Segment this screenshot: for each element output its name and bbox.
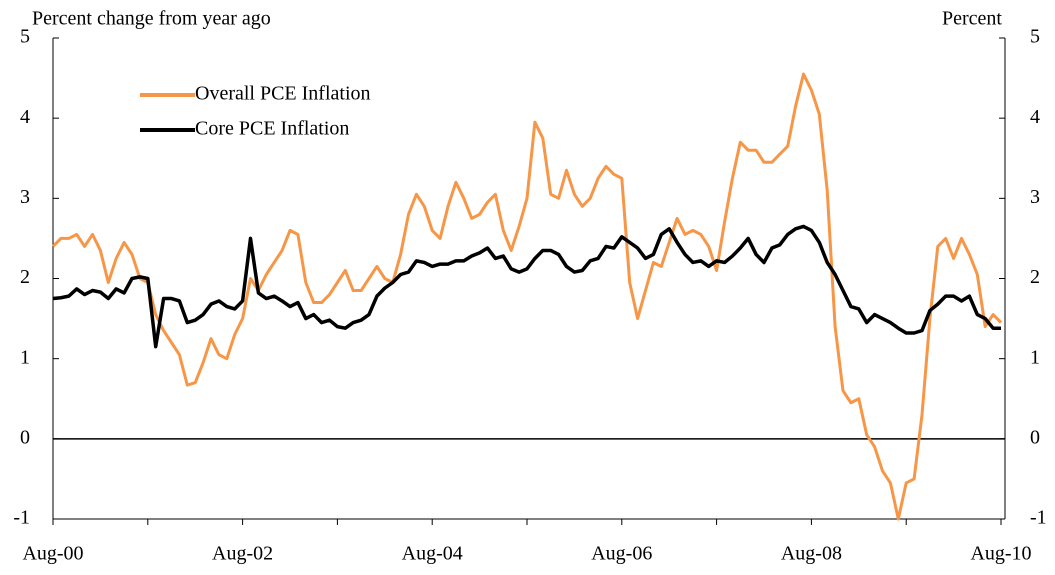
y2-tick-label: -1 bbox=[1030, 507, 1047, 529]
x-tick-label: Aug-10 bbox=[970, 543, 1031, 565]
legend-label: Core PCE Inflation bbox=[195, 118, 349, 140]
y2-tick-label: 1 bbox=[1030, 346, 1040, 368]
series-line bbox=[51, 72, 1003, 521]
y2-tick-label: 0 bbox=[1030, 426, 1040, 448]
x-tick-label: Aug-08 bbox=[781, 543, 842, 565]
y2-tick-label: 5 bbox=[1030, 26, 1040, 48]
y-tick-label: 1 bbox=[20, 346, 30, 368]
y2-axis-title: Percent bbox=[942, 8, 1002, 30]
series-line bbox=[52, 224, 1001, 349]
y-axis-title: Percent change from year ago bbox=[32, 8, 271, 30]
x-tick-label: Aug-04 bbox=[402, 543, 463, 565]
x-tick-label: Aug-06 bbox=[591, 543, 652, 565]
x-tick-label: Aug-00 bbox=[22, 543, 83, 565]
y-tick-label: 5 bbox=[20, 26, 30, 48]
x-tick-label: Aug-02 bbox=[212, 543, 273, 565]
y2-tick-label: 2 bbox=[1030, 266, 1040, 288]
y2-tick-label: 4 bbox=[1030, 106, 1040, 128]
y-tick-label: 0 bbox=[20, 426, 30, 448]
y-tick-label: -1 bbox=[13, 507, 30, 529]
y-tick-label: 4 bbox=[20, 106, 30, 128]
y2-tick-label: 3 bbox=[1030, 186, 1040, 208]
legend-label: Overall PCE Inflation bbox=[195, 83, 371, 105]
y-tick-label: 3 bbox=[20, 186, 30, 208]
y-tick-label: 2 bbox=[20, 266, 30, 288]
